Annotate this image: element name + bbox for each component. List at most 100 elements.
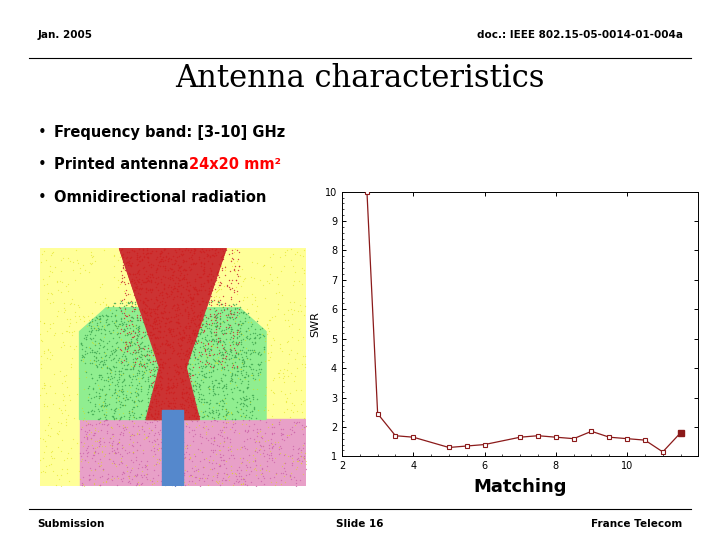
Point	[84, 475, 95, 483]
Point	[122, 347, 133, 355]
Point	[181, 281, 193, 290]
Point	[203, 260, 215, 268]
Point	[180, 360, 192, 368]
Point	[109, 448, 120, 457]
Point	[85, 330, 96, 339]
Point	[112, 378, 123, 387]
Point	[146, 314, 158, 323]
Point	[130, 285, 141, 294]
Point	[159, 336, 171, 345]
Point	[142, 410, 153, 418]
Point	[114, 369, 125, 378]
Point	[80, 335, 91, 343]
Point	[168, 279, 180, 287]
Point	[224, 368, 235, 376]
Point	[111, 317, 122, 326]
Point	[166, 372, 177, 380]
Point	[194, 305, 206, 314]
Point	[162, 414, 174, 423]
Point	[144, 418, 156, 427]
Point	[255, 370, 266, 379]
Point	[188, 377, 199, 386]
Point	[168, 404, 179, 413]
Point	[160, 363, 171, 372]
Point	[159, 248, 171, 257]
Point	[148, 332, 159, 340]
Point	[212, 267, 223, 276]
Point	[133, 430, 145, 438]
Point	[193, 474, 204, 482]
Point	[174, 467, 186, 476]
Point	[144, 244, 156, 253]
Point	[222, 390, 233, 399]
Point	[192, 329, 204, 338]
Point	[154, 366, 166, 374]
Point	[98, 417, 109, 426]
Point	[140, 278, 151, 286]
Point	[160, 413, 171, 421]
Point	[84, 397, 96, 406]
Point	[191, 372, 202, 381]
Point	[230, 353, 241, 361]
Point	[138, 305, 149, 313]
Point	[144, 308, 156, 316]
Point	[165, 442, 176, 450]
Point	[147, 318, 158, 327]
Point	[191, 259, 202, 267]
Point	[96, 447, 107, 455]
Point	[228, 258, 240, 267]
Point	[253, 406, 264, 414]
Point	[242, 346, 253, 355]
Point	[218, 365, 230, 374]
Point	[172, 363, 184, 372]
Point	[189, 379, 201, 388]
Point	[154, 262, 166, 271]
Point	[196, 296, 207, 305]
Point	[163, 400, 175, 408]
Point	[117, 263, 129, 272]
Point	[76, 455, 87, 463]
Point	[124, 271, 135, 279]
Point	[156, 300, 167, 308]
Point	[176, 296, 188, 305]
Point	[134, 258, 145, 267]
Point	[175, 346, 186, 355]
Point	[187, 346, 199, 355]
Point	[228, 254, 239, 263]
Point	[176, 392, 188, 401]
Point	[173, 369, 184, 378]
Point	[127, 410, 138, 419]
Point	[102, 362, 113, 370]
Point	[173, 269, 184, 278]
Point	[143, 302, 154, 310]
Point	[250, 366, 261, 374]
Point	[207, 318, 218, 327]
Point	[123, 408, 135, 417]
Point	[207, 385, 218, 394]
Point	[168, 334, 179, 343]
Point	[184, 441, 196, 449]
Point	[215, 327, 226, 335]
Point	[62, 254, 73, 262]
Point	[195, 272, 207, 281]
Point	[204, 254, 216, 263]
Point	[118, 314, 130, 322]
Point	[182, 313, 194, 322]
Point	[196, 315, 207, 324]
Point	[173, 367, 184, 376]
Point	[181, 395, 193, 403]
Point	[205, 251, 217, 260]
Point	[127, 449, 139, 458]
Point	[243, 313, 255, 321]
Point	[43, 418, 55, 427]
Point	[153, 340, 164, 348]
Point	[211, 252, 222, 261]
Point	[89, 448, 100, 457]
Point	[109, 299, 120, 307]
Point	[182, 353, 194, 361]
Point	[266, 420, 278, 428]
Point	[78, 349, 90, 358]
Point	[111, 338, 122, 346]
Point	[152, 370, 163, 379]
Point	[107, 346, 119, 354]
